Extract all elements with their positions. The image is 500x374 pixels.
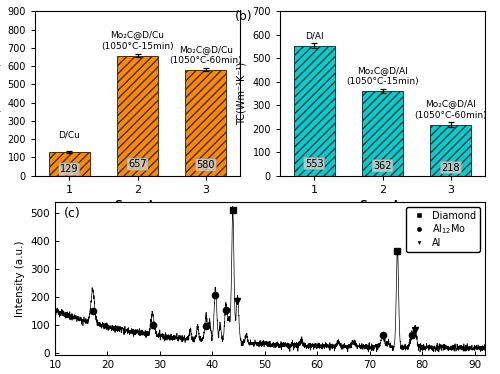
Bar: [362, 91, 403, 176]
X-axis label: Sample: Sample: [114, 200, 160, 210]
X-axis label: Sample: Sample: [360, 200, 406, 210]
Text: 657: 657: [128, 159, 147, 169]
Text: Mo₂C@D/Al
(1050°C-60min): Mo₂C@D/Al (1050°C-60min): [414, 99, 487, 120]
Y-axis label: TC(Wm⁻¹K⁻¹): TC(Wm⁻¹K⁻¹): [0, 62, 2, 125]
Text: (b): (b): [235, 10, 252, 22]
Text: 362: 362: [373, 161, 392, 171]
Text: D/Al: D/Al: [305, 32, 324, 41]
Legend: Diamond, Al$_{12}$Mo, Al: Diamond, Al$_{12}$Mo, Al: [406, 207, 480, 252]
Text: 580: 580: [196, 160, 215, 170]
Text: 218: 218: [442, 163, 460, 172]
Text: D/Cu: D/Cu: [58, 130, 80, 139]
Text: Mo₂C@D/Al
(1050°C-15min): Mo₂C@D/Al (1050°C-15min): [346, 66, 419, 86]
Y-axis label: Intensity (a.u.): Intensity (a.u.): [15, 240, 25, 317]
Text: Mo₂C@D/Cu
(1050°C-15min): Mo₂C@D/Cu (1050°C-15min): [101, 31, 174, 51]
Bar: [186, 70, 226, 176]
Text: (c): (c): [64, 206, 80, 220]
Text: 553: 553: [305, 159, 324, 169]
Text: 129: 129: [60, 164, 78, 174]
Text: Mo₂C@D/Cu
(1050°C-60min): Mo₂C@D/Cu (1050°C-60min): [170, 45, 242, 65]
Bar: [430, 125, 472, 176]
Bar: [117, 56, 158, 176]
Bar: [294, 46, 335, 176]
Y-axis label: TC(Wm⁻¹K⁻¹): TC(Wm⁻¹K⁻¹): [237, 62, 247, 125]
Bar: [48, 152, 90, 176]
